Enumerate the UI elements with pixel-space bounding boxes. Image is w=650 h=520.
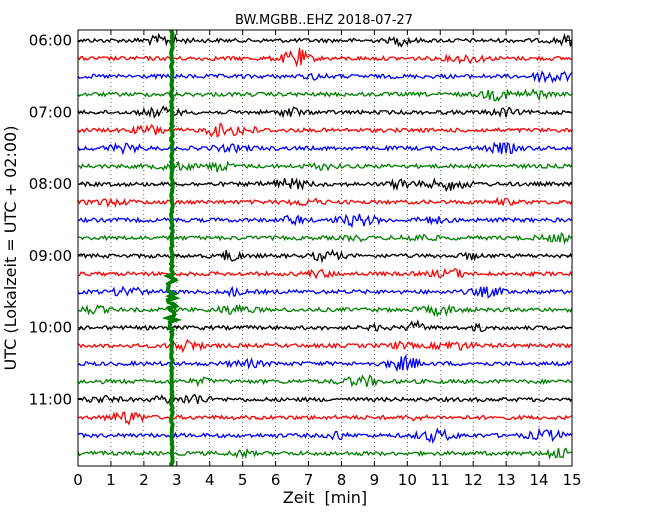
trace-row-23 bbox=[77, 447, 572, 460]
trace-row-11 bbox=[77, 231, 573, 245]
trace-row-9 bbox=[77, 196, 573, 209]
x-tick-label: 2 bbox=[139, 471, 149, 489]
trace-row-10 bbox=[77, 213, 573, 229]
trace-row-16 bbox=[78, 319, 573, 333]
y-tick-label: 09:00 bbox=[29, 247, 72, 265]
trace-row-19 bbox=[77, 374, 573, 388]
x-tick-label: 0 bbox=[73, 471, 83, 489]
trace-row-4 bbox=[77, 104, 573, 119]
y-tick-label: 11:00 bbox=[29, 391, 72, 409]
trace-row-7 bbox=[77, 160, 573, 173]
x-tick-label: 9 bbox=[370, 471, 380, 489]
trace-row-15 bbox=[77, 303, 573, 318]
trace-row-22 bbox=[77, 427, 573, 444]
trace-row-3 bbox=[77, 88, 573, 102]
x-tick-label: 13 bbox=[497, 471, 516, 489]
y-tick-label: 07:00 bbox=[29, 103, 72, 121]
x-tick-label: 12 bbox=[464, 471, 483, 489]
x-tick-label: 5 bbox=[238, 471, 248, 489]
x-axis-label: Zeit [min] bbox=[283, 488, 367, 507]
y-axis-ticks: 06:00 07:00 08:00 09:00 10:00 11:00 bbox=[29, 32, 572, 409]
chart-title: BW.MGBB..EHZ 2018-07-27 bbox=[235, 13, 413, 28]
trace-row-2 bbox=[77, 70, 573, 84]
trace-row-17 bbox=[77, 338, 573, 354]
trace-row-12 bbox=[77, 248, 573, 264]
x-tick-label: 10 bbox=[398, 471, 417, 489]
y-tick-label: 08:00 bbox=[29, 175, 72, 193]
x-axis-ticks: 0 1 2 3 4 5 6 7 8 9 10 11 12 13 14 15 bbox=[73, 30, 582, 489]
x-tick-label: 3 bbox=[172, 471, 182, 489]
x-tick-label: 8 bbox=[337, 471, 347, 489]
trace-row-8 bbox=[78, 177, 573, 193]
trace-row-1 bbox=[77, 47, 573, 68]
grid-lines bbox=[78, 30, 572, 466]
x-tick-label: 1 bbox=[106, 471, 116, 489]
trace-row-20 bbox=[77, 393, 573, 405]
trace-row-6 bbox=[77, 141, 573, 156]
trace-row-0 bbox=[77, 32, 573, 48]
trace-row-5 bbox=[77, 122, 573, 138]
event-marker bbox=[161, 29, 183, 467]
event-marker-line bbox=[161, 29, 183, 467]
y-tick-label: 10:00 bbox=[29, 319, 72, 337]
trace-row-13 bbox=[77, 267, 573, 280]
x-tick-label: 7 bbox=[304, 471, 314, 489]
x-tick-label: 15 bbox=[562, 471, 581, 489]
x-tick-label: 11 bbox=[431, 471, 450, 489]
seismic-traces bbox=[77, 32, 573, 460]
trace-row-14 bbox=[77, 285, 573, 299]
plot-frame bbox=[77, 29, 573, 467]
x-tick-label: 4 bbox=[205, 471, 215, 489]
x-tick-label: 6 bbox=[271, 471, 281, 489]
y-tick-label: 06:00 bbox=[29, 32, 72, 50]
y-axis-label: UTC (Lokalzeit = UTC + 02:00) bbox=[1, 126, 20, 371]
x-tick-label: 14 bbox=[530, 471, 549, 489]
trace-row-18 bbox=[77, 353, 573, 373]
trace-row-21 bbox=[77, 411, 573, 426]
